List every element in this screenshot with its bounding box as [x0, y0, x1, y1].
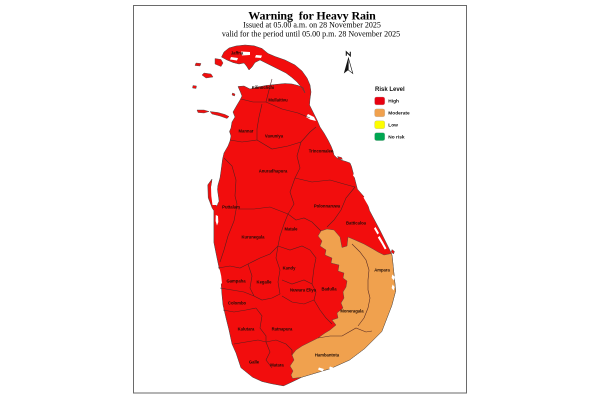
- svg-text:Nuwara Eliya: Nuwara Eliya: [290, 288, 317, 293]
- svg-text:Kegalle: Kegalle: [257, 280, 273, 285]
- svg-text:High: High: [388, 99, 399, 105]
- svg-text:Polonnaruwa: Polonnaruwa: [314, 204, 341, 209]
- svg-text:Moneragala: Moneragala: [340, 309, 364, 314]
- svg-text:Kilinochchi: Kilinochchi: [252, 85, 275, 90]
- svg-text:Vavuniya: Vavuniya: [265, 134, 284, 139]
- svg-text:Puttalam: Puttalam: [222, 205, 240, 210]
- svg-text:Batticaloa: Batticaloa: [346, 221, 367, 226]
- svg-text:No risk: No risk: [388, 134, 405, 140]
- svg-text:Issued at 05.00 a.m. on 28 Nov: Issued at 05.00 a.m. on 28 November 2025: [243, 21, 381, 30]
- svg-text:Galle: Galle: [249, 360, 260, 365]
- svg-text:Matale: Matale: [284, 227, 298, 232]
- svg-text:Colombo: Colombo: [228, 301, 247, 306]
- svg-text:Gampaha: Gampaha: [226, 279, 246, 284]
- svg-text:Matara: Matara: [270, 363, 284, 368]
- svg-text:Kandy: Kandy: [283, 266, 296, 271]
- svg-text:valid for the period until 05.: valid for the period until 05.00 p.m. 28…: [222, 30, 400, 39]
- svg-text:Risk Level: Risk Level: [375, 87, 405, 93]
- svg-text:Kurunegala: Kurunegala: [241, 235, 265, 240]
- svg-text:Hambantota: Hambantota: [315, 353, 340, 358]
- svg-text:Trincomalee: Trincomalee: [309, 149, 334, 154]
- svg-text:Kalutara: Kalutara: [238, 327, 255, 332]
- svg-text:Moderate: Moderate: [388, 111, 410, 117]
- svg-text:Warning for Heavy Rain: Warning for Heavy Rain: [248, 9, 376, 23]
- svg-text:Anuradhapura: Anuradhapura: [259, 169, 288, 174]
- svg-text:Low: Low: [388, 123, 398, 129]
- svg-text:Mannar: Mannar: [239, 129, 254, 134]
- svg-text:Jaffna: Jaffna: [231, 51, 244, 56]
- svg-text:Ampara: Ampara: [374, 268, 390, 273]
- svg-text:Mullaitivu: Mullaitivu: [268, 98, 288, 103]
- svg-text:Badulla: Badulla: [321, 287, 337, 292]
- svg-text:Ratnapura: Ratnapura: [272, 327, 293, 332]
